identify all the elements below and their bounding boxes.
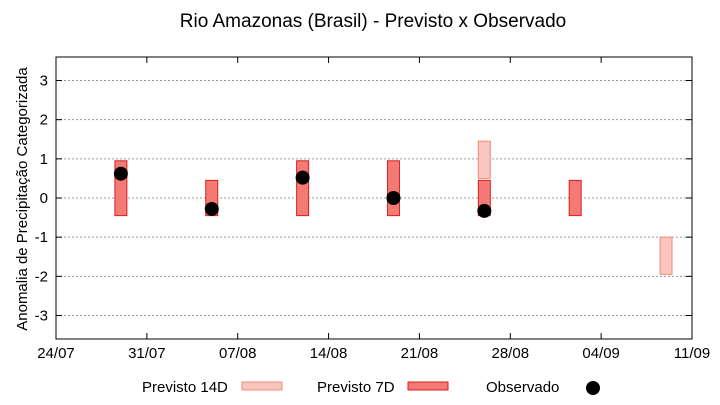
y-axis-ticks: 3 2 1 0 -1 -2 -3 bbox=[35, 73, 692, 325]
grid-lines bbox=[56, 80, 692, 316]
x-axis-ticks: 24/07 31/07 07/08 14/08 21/08 28/08 04/09 11/09 bbox=[37, 57, 710, 362]
y-tick-label: 3 bbox=[40, 73, 48, 90]
bar-previsto-7d bbox=[568, 179, 582, 217]
x-tick-label: 31/07 bbox=[128, 345, 166, 362]
point-observado bbox=[477, 203, 492, 218]
x-tick-label: 28/08 bbox=[492, 345, 530, 362]
y-tick-label: -3 bbox=[35, 308, 48, 325]
legend-swatch-previsto-7d bbox=[407, 381, 449, 391]
y-tick-label: -1 bbox=[35, 229, 48, 246]
bar-previsto-7d bbox=[296, 160, 310, 217]
point-observado bbox=[204, 201, 219, 216]
y-tick-label: 1 bbox=[40, 151, 48, 168]
series-previsto-14d bbox=[477, 140, 673, 275]
y-axis-label: Anomalia de Precipitação Categorizada bbox=[14, 67, 31, 331]
point-observado bbox=[113, 166, 128, 181]
bar-previsto-7d bbox=[386, 160, 400, 217]
series-observado bbox=[113, 166, 492, 218]
x-tick-label: 07/08 bbox=[219, 345, 257, 362]
legend-label-observado: Observado bbox=[486, 379, 559, 396]
legend-label-previsto-7d: Previsto 7D bbox=[317, 379, 395, 396]
legend-swatch-previsto-14d bbox=[241, 381, 283, 391]
y-tick-label: 2 bbox=[40, 112, 48, 129]
chart-title: Rio Amazonas (Brasil) - Previsto x Obser… bbox=[180, 11, 566, 32]
x-tick-label: 21/08 bbox=[401, 345, 439, 362]
x-tick-label: 11/09 bbox=[674, 345, 710, 362]
y-tick-label: 0 bbox=[40, 190, 48, 207]
series-previsto-7d bbox=[114, 160, 582, 217]
legend-label-previsto-14d: Previsto 14D bbox=[142, 379, 228, 396]
y-tick-label: -2 bbox=[35, 268, 48, 285]
bar-previsto-14d bbox=[659, 236, 673, 275]
point-observado bbox=[386, 191, 401, 205]
x-tick-label: 24/07 bbox=[37, 345, 75, 362]
x-tick-label: 14/08 bbox=[310, 345, 348, 362]
bar-previsto-14d bbox=[477, 140, 491, 179]
point-observado bbox=[295, 170, 310, 185]
legend-marker-observado bbox=[586, 381, 600, 395]
legend: Previsto 14D Previsto 7D Observado bbox=[142, 379, 600, 396]
x-tick-label: 04/09 bbox=[582, 345, 620, 362]
